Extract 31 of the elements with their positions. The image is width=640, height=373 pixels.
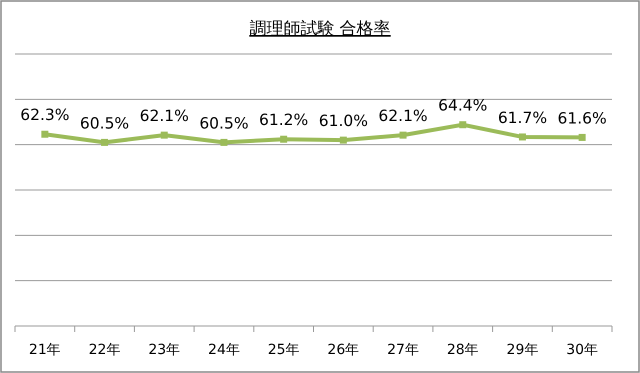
x-tick-label: 24年 <box>208 342 240 358</box>
data-label: 60.5% <box>199 114 249 132</box>
data-label: 62.1% <box>140 107 189 126</box>
x-tick-label: 26年 <box>327 342 360 358</box>
point <box>578 134 586 141</box>
point <box>220 138 228 146</box>
chart-title: 調理師試験 合格率 <box>249 19 391 39</box>
data-label: 61.2% <box>259 111 308 130</box>
data-label: 61.7% <box>498 108 548 127</box>
data-label: 62.1% <box>378 107 428 126</box>
data-label: 62.3% <box>20 106 70 124</box>
x-tick-label: 30年 <box>566 342 598 358</box>
point <box>160 132 168 139</box>
point <box>459 121 466 128</box>
point <box>340 136 347 144</box>
x-tick-label: 23年 <box>148 342 180 358</box>
x-tick-label: 27年 <box>387 342 419 358</box>
point <box>280 136 288 143</box>
x-tick-label: 22年 <box>88 342 120 358</box>
data-label: 61.0% <box>318 112 368 130</box>
x-tick-label: 25年 <box>268 342 300 358</box>
point <box>400 132 407 139</box>
x-tick-label: 21年 <box>28 342 61 358</box>
data-label: 64.4% <box>438 96 488 115</box>
point <box>101 138 108 146</box>
point <box>41 130 48 138</box>
data-label: 60.5% <box>80 114 130 132</box>
x-tick-label: 28年 <box>446 342 479 358</box>
data-label: 61.6% <box>558 109 607 128</box>
point <box>518 133 526 140</box>
x-tick-label: 29年 <box>506 342 538 358</box>
